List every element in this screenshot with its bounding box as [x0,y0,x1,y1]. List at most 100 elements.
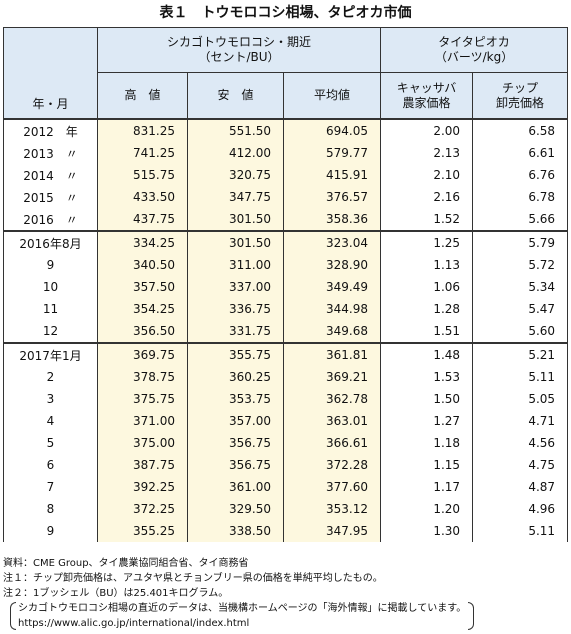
data-row: 12 356.50 331.75 349.68 1.51 5.60 [3,320,569,343]
data-row: 3 375.75 353.75 362.78 1.50 5.05 [3,388,569,410]
row-label: 2012 年 [3,118,98,142]
cell: 5.60 [472,320,569,343]
column-header: 安 値 [187,72,284,120]
price-table: 年・月 シカゴトウモロコシ・期近 （セント/BU） タイタピオカ （バーツ/kg）高 値… [3,27,569,542]
cell: 347.75 [187,186,284,208]
cell: 354.25 [97,298,188,320]
cell: 329.50 [187,498,284,520]
cell: 369.75 [97,342,188,366]
cell: 1.52 [380,208,474,231]
data-row: 2016 〃 437.75 301.50 358.36 1.52 5.66 [3,208,569,231]
cell: 356.75 [187,454,284,476]
row-label: 5 [3,432,98,454]
cell: 301.50 [187,230,284,254]
cell: 387.75 [97,454,188,476]
cell: 328.90 [282,254,382,276]
cell: 579.77 [282,142,382,164]
remark-line: https://www.alic.go.jp/international/ind… [18,618,250,629]
row-label: 7 [3,476,98,498]
data-row: 2013 〃 741.25 412.00 579.77 2.13 6.61 [3,142,569,164]
data-row: 7 392.25 361.00 377.60 1.17 4.87 [3,476,569,498]
data-row: 6 387.75 356.75 372.28 1.15 4.75 [3,454,569,476]
header-line: 安 値 [217,88,254,102]
cell: 1.18 [380,432,474,454]
cell: 412.00 [187,142,284,164]
data-row: 9 355.25 338.50 347.95 1.30 5.11 [3,520,569,542]
cell: 362.78 [282,388,382,410]
cell: 347.95 [282,520,382,542]
cell: 1.28 [380,298,474,320]
row-label: 12 [3,320,98,343]
cell: 5.11 [472,366,569,388]
cell: 5.34 [472,276,569,298]
group-header: シカゴトウモロコシ・期近 （セント/BU） [96,27,382,73]
cell: 1.06 [380,276,474,298]
notes: 資料：CME Group、タイ農業協同組合省、タイ商務省 注１：チップ卸売価格は、… [3,556,383,601]
cell: 356.75 [187,432,284,454]
cell: 5.11 [472,520,569,542]
header-line: （セント/BU） [198,50,280,64]
cell: 6.61 [472,142,569,164]
cell: 694.05 [282,118,382,142]
row-label: 11 [3,298,98,320]
row-label: 2013 〃 [3,142,98,164]
cell: 1.30 [380,520,474,542]
cell: 2.13 [380,142,474,164]
data-row: 2016年8月 334.25 301.50 323.04 1.25 5.79 [3,230,569,254]
cell: 6.78 [472,186,569,208]
column-header: 高 値 [97,72,188,120]
cell: 363.01 [282,410,382,432]
data-row: 10 357.50 337.00 349.49 1.06 5.34 [3,276,569,298]
header-line: 高 値 [124,88,161,102]
title: 表１ トウモロコシ相場、タピオカ市価 [159,5,412,21]
cell: 331.75 [187,320,284,343]
header-line: 卸売価格 [496,95,545,110]
cell: 741.25 [97,142,188,164]
cell: 1.51 [380,320,474,343]
data-row: 4 371.00 357.00 363.01 1.27 4.71 [3,410,569,432]
row-label: 3 [3,388,98,410]
column-header: 平均値 [282,72,382,120]
cell: 357.00 [187,410,284,432]
cell: 1.25 [380,230,474,254]
group-header: タイタピオカ （バーツ/kg） [380,27,569,73]
cell: 349.68 [282,320,382,343]
row-label: 4 [3,410,98,432]
row-label: 2017年1月 [3,342,98,366]
cell: 515.75 [97,164,188,186]
cell: 1.50 [380,388,474,410]
row-label: 9 [3,520,98,542]
cell: 361.81 [282,342,382,366]
row-label: 8 [3,498,98,520]
remark: シカゴトウモロコシ相場の直近のデータは、当機構ホームページの「海外情報」に掲載し… [9,601,475,631]
row-label: 2015 〃 [3,186,98,208]
data-row: 2014 〃 515.75 320.75 415.91 2.10 6.76 [3,164,569,186]
cell: 340.50 [97,254,188,276]
cell: 433.50 [97,186,188,208]
note-line: 注１：チップ卸売価格は、アユタヤ県とチョンブリー県の価格を単純平均したもの。 [3,573,383,584]
cell: 5.47 [472,298,569,320]
data-row: 2 378.75 360.25 369.21 1.53 5.11 [3,366,569,388]
cell: 5.21 [472,342,569,366]
cell: 366.61 [282,432,382,454]
data-row: 9 340.50 311.00 328.90 1.13 5.72 [3,254,569,276]
cell: 2.00 [380,118,474,142]
header-line: 農家価格 [402,95,451,110]
remark-line: シカゴトウモロコシ相場の直近のデータは、当機構ホームページの「海外情報」に掲載し… [18,603,467,614]
row-label: 2 [3,366,98,388]
cell: 5.05 [472,388,569,410]
cell: 336.75 [187,298,284,320]
cell: 1.13 [380,254,474,276]
data-row: 8 372.25 329.50 353.12 1.20 4.96 [3,498,569,520]
cell: 337.00 [187,276,284,298]
cell: 369.21 [282,366,382,388]
cell: 551.50 [187,118,284,142]
cell: 4.56 [472,432,569,454]
cell: 1.15 [380,454,474,476]
header-line: （バーツ/kg） [434,50,514,64]
cell: 353.12 [282,498,382,520]
cell: 6.58 [472,118,569,142]
cell: 6.76 [472,164,569,186]
cell: 5.72 [472,254,569,276]
